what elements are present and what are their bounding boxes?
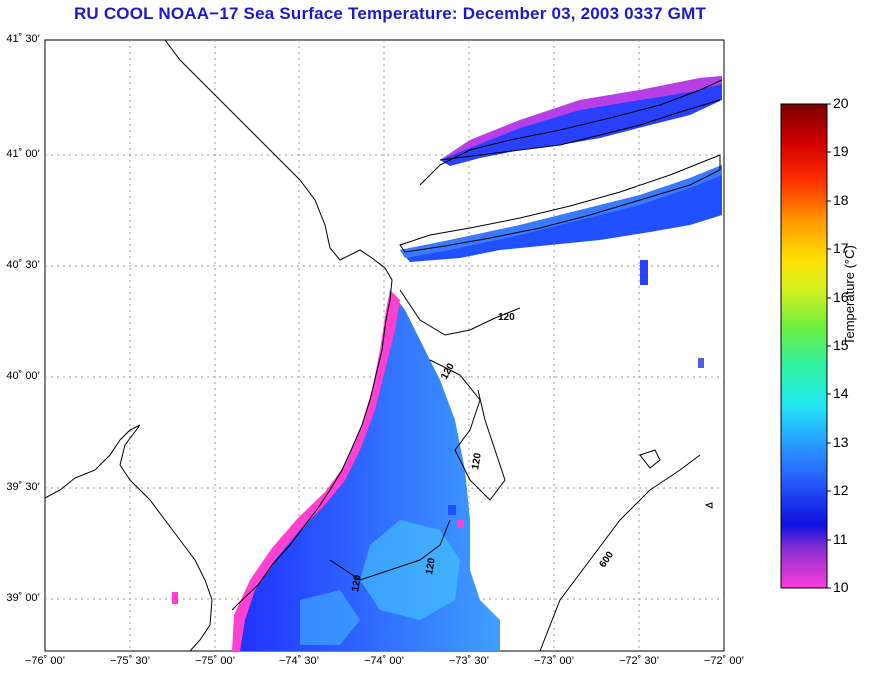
lat-label: 39˚ 00’ (6, 592, 40, 604)
colorbar-tick-label: 10 (833, 579, 849, 595)
lon-label: −75˚ 30’ (109, 655, 151, 667)
colorbar-tick-label: 19 (833, 143, 849, 159)
lat-label: 41˚ 30’ (6, 33, 40, 45)
sst-long-island-sound (440, 76, 722, 166)
colorbar-tick-label: 17 (833, 240, 849, 256)
colorbar-tick-label: 15 (833, 337, 849, 353)
colorbar-tick-label: 14 (833, 385, 849, 401)
isobath-label: 120 (498, 312, 515, 323)
lon-label: −72˚ 30’ (618, 655, 660, 667)
graticule (45, 40, 724, 651)
lat-label: 40˚ 00’ (6, 370, 40, 382)
lon-label: −76˚ 00’ (24, 655, 66, 667)
lat-label: 39˚ 30’ (6, 481, 40, 493)
lon-label: −73˚ 30’ (448, 655, 490, 667)
colorbar-ticks (827, 103, 831, 589)
lon-label: −75˚ 00’ (194, 655, 236, 667)
colorbar (780, 103, 828, 589)
colorbar-tick-label: 12 (833, 482, 849, 498)
lon-label: −72˚ 00’ (703, 655, 745, 667)
lon-label: −74˚ 30’ (278, 655, 320, 667)
coast-long-island (399, 154, 721, 253)
colorbar-label: Temperature (°C) (842, 245, 857, 345)
lat-label: 40˚ 30’ (6, 259, 40, 271)
colorbar-tick-label: 20 (833, 95, 849, 111)
lon-label: −74˚ 00’ (363, 655, 405, 667)
colorbar-tick-label: 18 (833, 192, 849, 208)
colorbar-tick-label: 16 (833, 289, 849, 305)
colorbar-tick-label: 11 (833, 531, 848, 547)
sst-data (172, 76, 722, 651)
isobath-label: 120 (470, 452, 484, 471)
lon-label: −73˚ 00’ (533, 655, 575, 667)
isobath-label: 120 (424, 557, 438, 576)
coast-delmarva (44, 424, 213, 652)
lat-label: 41˚ 00’ (6, 148, 40, 160)
coastlines (44, 39, 723, 652)
map-title: RU COOL NOAA−17 Sea Surface Temperature:… (73, 4, 707, 23)
isobath-label: 120 (350, 574, 364, 593)
colorbar-tick-label: 13 (833, 434, 849, 450)
